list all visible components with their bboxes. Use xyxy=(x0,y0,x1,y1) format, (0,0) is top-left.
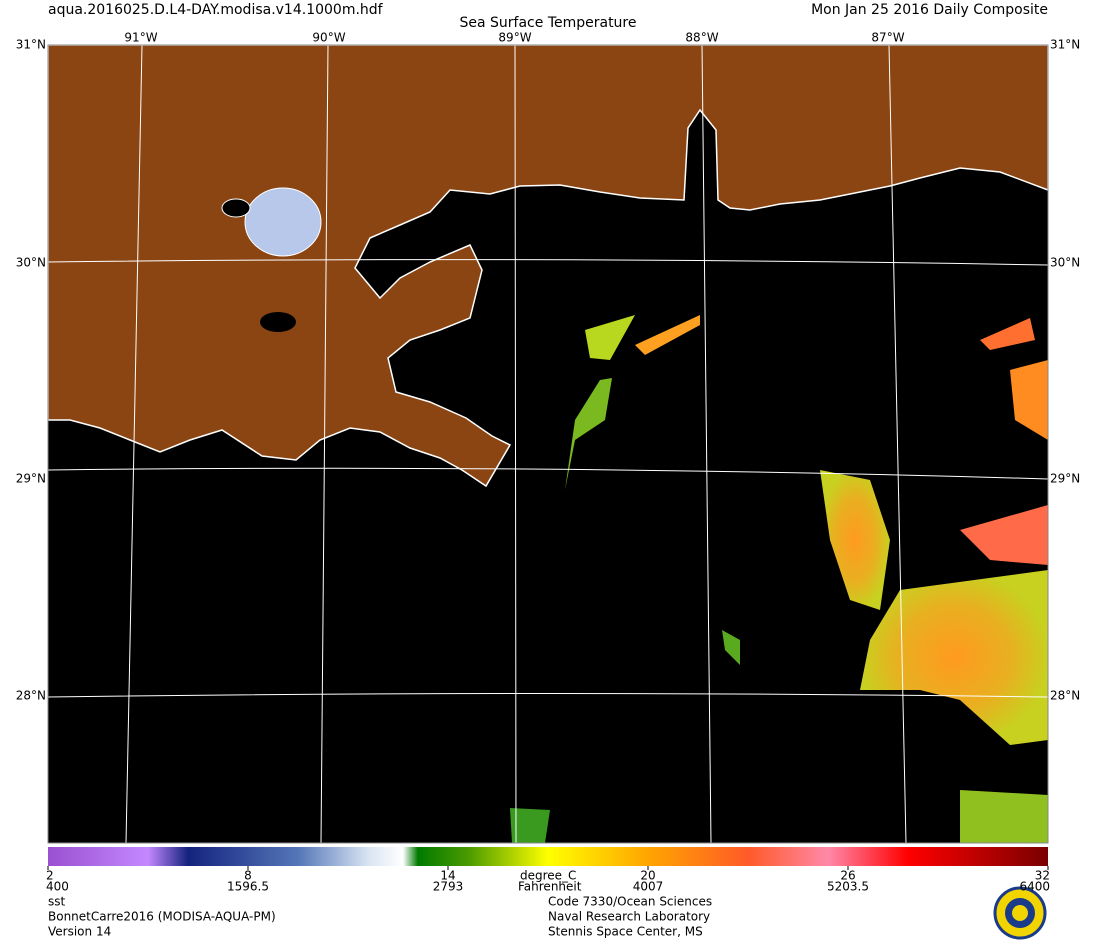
footer-right: Code 7330/Ocean Sciences xyxy=(548,895,712,909)
celsius-tick-label: 20 xyxy=(640,869,655,883)
parallel xyxy=(47,467,1049,480)
unit-celsius: degree_C xyxy=(520,869,576,883)
meridian xyxy=(888,44,907,844)
patch xyxy=(510,808,550,843)
longitude-label: 89°W xyxy=(498,31,531,45)
latitude-label: 31°N xyxy=(16,38,46,52)
fahrenheit-tick-label: 4007 xyxy=(633,880,664,894)
lake xyxy=(221,198,251,218)
patch xyxy=(960,790,1048,843)
map-title: Sea Surface Temperature xyxy=(460,15,637,31)
map-frame xyxy=(47,44,1049,844)
patch xyxy=(960,505,1048,565)
lake xyxy=(260,312,296,332)
unit-fahrenheit: Fahrenheit xyxy=(518,880,582,894)
land xyxy=(47,44,1049,488)
patch xyxy=(820,470,890,610)
latitude-label: 31°N xyxy=(1050,38,1080,52)
patch xyxy=(585,315,635,360)
footer-left: Version 14 xyxy=(48,925,111,939)
patch xyxy=(722,630,740,665)
fahrenheit-tick-label: 6400 xyxy=(1019,880,1050,894)
colorbar xyxy=(48,847,1048,866)
footer-left: sst xyxy=(48,895,66,909)
longitude-label: 90°W xyxy=(312,31,345,45)
footer-right: Naval Research Laboratory xyxy=(548,910,710,924)
latitude-label: 28°N xyxy=(1050,689,1080,703)
patch xyxy=(565,378,612,490)
parallel xyxy=(47,259,1049,266)
parallel xyxy=(47,693,1049,698)
celsius-tick-label: 14 xyxy=(440,869,455,883)
map xyxy=(47,44,1049,844)
meridian xyxy=(320,44,329,844)
celsius-tick-label: 26 xyxy=(840,869,855,883)
latitude-label: 29°N xyxy=(1050,472,1080,486)
celsius-tick-label: 8 xyxy=(244,869,252,883)
footer-right: Stennis Space Center, MS xyxy=(548,925,703,939)
patch xyxy=(860,570,1048,745)
meridian xyxy=(125,44,143,844)
footer-left: BonnetCarre2016 (MODISA-AQUA-PM) xyxy=(48,910,276,924)
lake xyxy=(244,187,322,257)
graticule xyxy=(47,44,1049,844)
file-name: aqua.2016025.D.L4-DAY.modisa.v14.1000m.h… xyxy=(48,2,384,18)
date-label: Mon Jan 25 2016 Daily Composite xyxy=(811,2,1048,18)
fahrenheit-tick-label: 1596.5 xyxy=(227,880,269,894)
longitude-label: 87°W xyxy=(871,31,904,45)
latitude-label: 28°N xyxy=(16,689,46,703)
meridian xyxy=(701,44,712,844)
patch xyxy=(980,318,1035,350)
sst-patches xyxy=(510,315,1048,843)
fahrenheit-tick-label: 400 xyxy=(46,880,69,894)
latitude-label: 30°N xyxy=(1050,256,1080,270)
celsius-tick-label: 32 xyxy=(1035,869,1050,883)
celsius-tick-label: 2 xyxy=(46,869,54,883)
fahrenheit-tick-label: 5203.5 xyxy=(827,880,869,894)
fahrenheit-tick-label: 2793 xyxy=(433,880,464,894)
patch xyxy=(635,315,700,355)
nrl-logo xyxy=(993,886,1047,940)
patch xyxy=(1010,360,1048,440)
meridian xyxy=(514,44,517,844)
longitude-label: 91°W xyxy=(124,31,157,45)
latitude-label: 29°N xyxy=(16,472,46,486)
longitude-label: 88°W xyxy=(685,31,718,45)
latitude-label: 30°N xyxy=(16,256,46,270)
